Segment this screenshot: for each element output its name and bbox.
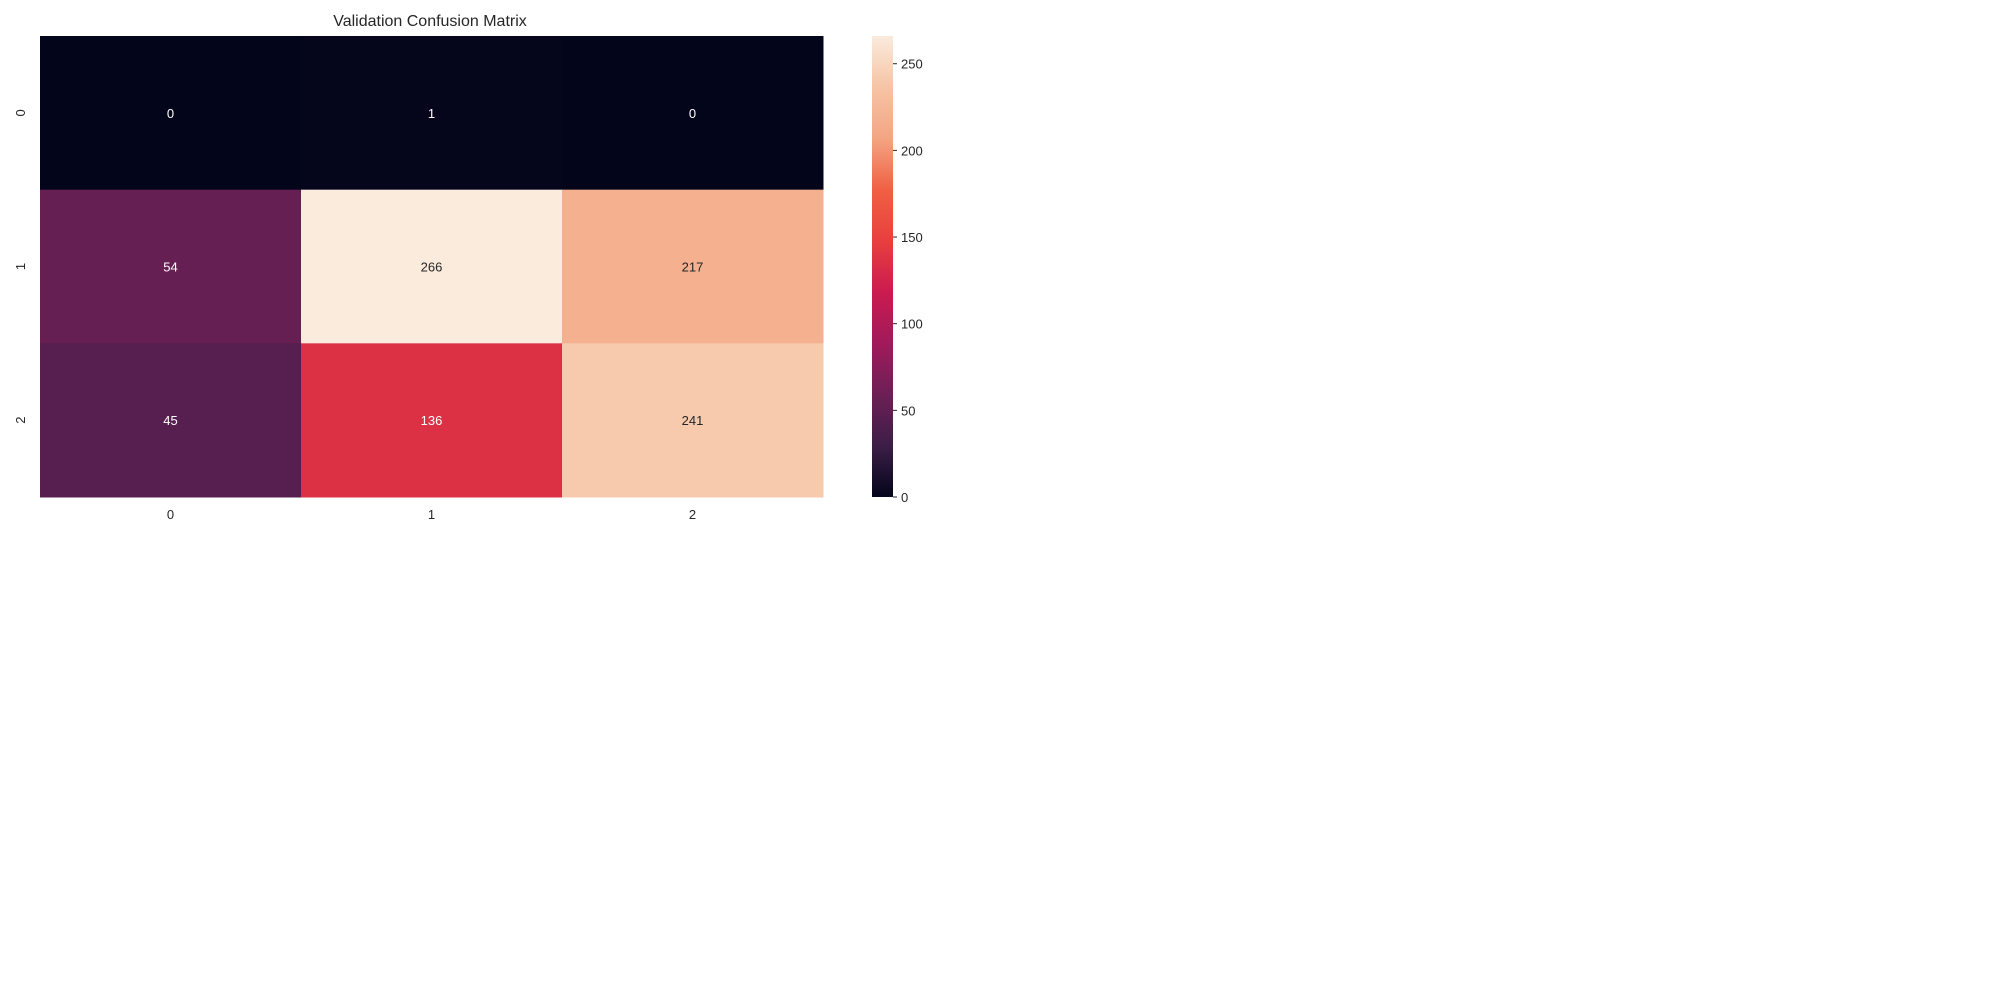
heatmap-cell: [40, 343, 302, 498]
heatmap-cell: [40, 36, 302, 191]
colorbar: 0 50 100 150 200 250: [872, 36, 923, 505]
chart-title: Validation Confusion Matrix: [333, 13, 527, 30]
y-tick-label: 2: [13, 417, 28, 424]
colorbar-tick-label: 0: [901, 490, 908, 505]
cell-value-label: 1: [428, 106, 435, 121]
cell-value-label: 136: [421, 413, 443, 428]
heatmap-cells: 0 1 0 54 266 217 45 136 241: [40, 36, 824, 498]
cell-value-label: 0: [167, 106, 174, 121]
x-tick-label: 2: [689, 507, 696, 522]
cell-value-label: 54: [163, 260, 177, 275]
x-tick-label: 0: [167, 507, 174, 522]
cell-value-label: 241: [682, 413, 704, 428]
y-tick-label: 0: [13, 109, 28, 116]
heatmap-cell: [301, 189, 563, 344]
heatmap-cell: [562, 189, 824, 344]
colorbar-tick-label: 150: [901, 230, 923, 245]
heatmap-cell: [562, 36, 824, 191]
x-tick-label: 1: [428, 507, 435, 522]
colorbar-tick-label: 200: [901, 143, 923, 158]
cell-value-label: 217: [682, 260, 704, 275]
heatmap-cell: [301, 36, 563, 191]
x-axis-ticks: 0 1 2: [167, 507, 696, 522]
cell-value-label: 45: [163, 413, 177, 428]
heatmap-cell: [562, 343, 824, 498]
colorbar-ticks: 0 50 100 150 200 250: [893, 57, 923, 505]
colorbar-tick-label: 250: [901, 57, 923, 72]
y-axis-ticks: 0 1 2: [13, 109, 28, 424]
heatmap-cell: [301, 343, 563, 498]
cell-value-label: 266: [421, 260, 443, 275]
colorbar-tick-label: 50: [901, 403, 915, 418]
colorbar-tick-label: 100: [901, 317, 923, 332]
cell-value-label: 0: [689, 106, 696, 121]
colorbar-gradient: [872, 36, 893, 497]
heatmap-cell: [40, 189, 302, 344]
y-tick-label: 1: [13, 263, 28, 270]
